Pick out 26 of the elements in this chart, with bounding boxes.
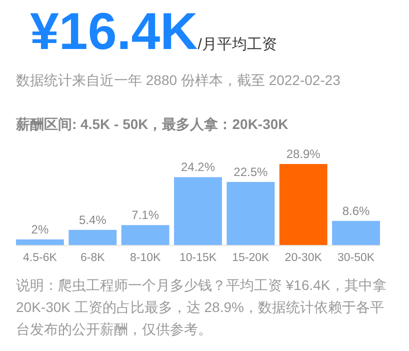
bar [174, 177, 222, 245]
text: 数据统计来自近一年 2880 份样本，截至 2022-02-23 [16, 72, 340, 90]
text: 薪酬区间: 4.5K - 50K，最多人拿：20K-30K [16, 116, 288, 134]
bar [68, 230, 117, 245]
x-tick-label: 20-30K [284, 252, 322, 264]
data-label: 5.4% [78, 212, 107, 227]
data-label: 28.9% [286, 147, 321, 161]
bar [226, 182, 275, 245]
text: 说明：爬虫工程师一个月多少钱？平均工资 ¥16.4K，其中拿 20K-30K 工资的占比最多，达 28.9%，数据统计依赖于各平台发布的公开薪酬，仅供参考。 [16, 276, 388, 339]
x-tick-label: 6-8K [80, 252, 106, 264]
chart-title: ¥16.4K [30, 3, 198, 61]
data-label: 8.6% [342, 204, 370, 218]
data-label: 2% [31, 222, 49, 236]
x-tick-label: 8-10K [130, 252, 161, 264]
data-label: 22.5% [234, 164, 268, 179]
x-tick-label: 10-15K [179, 252, 217, 264]
bar [16, 239, 64, 245]
x-tick-label: 30-50K [337, 252, 375, 264]
data-label: 24.2% [180, 160, 216, 174]
x-tick-label: 4.5-6K [23, 252, 58, 264]
bar [121, 225, 170, 245]
x-tick-label: 15-20K [232, 252, 270, 264]
data-label: 7.1% [132, 208, 160, 222]
bar [332, 220, 380, 245]
chart-subtitle: /月平均工资 [198, 36, 277, 53]
bar [279, 164, 328, 245]
